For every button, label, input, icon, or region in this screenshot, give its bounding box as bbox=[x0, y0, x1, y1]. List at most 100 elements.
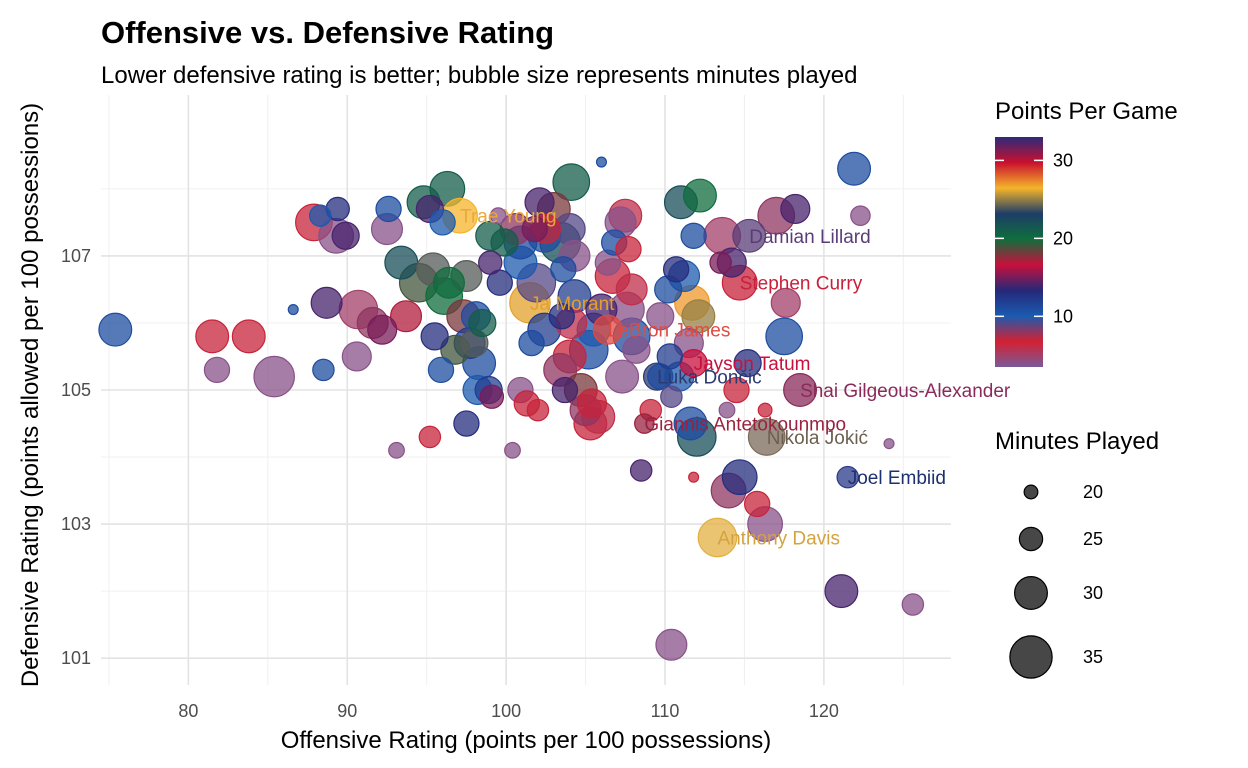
bubble bbox=[615, 273, 648, 306]
color-legend-label: 10 bbox=[1053, 306, 1073, 326]
bubble bbox=[253, 355, 295, 398]
bubble bbox=[479, 384, 505, 409]
player-label: Shai Gilgeous-Alexander bbox=[800, 381, 1011, 402]
x-tick-label: 80 bbox=[178, 701, 198, 721]
bubble bbox=[718, 401, 736, 419]
bubble bbox=[883, 438, 895, 450]
bubble bbox=[552, 163, 591, 202]
player-bubble bbox=[783, 373, 818, 407]
player-bubble bbox=[634, 413, 655, 434]
bubble bbox=[388, 441, 405, 459]
bubble bbox=[595, 156, 608, 168]
player-label: Joel Embiid bbox=[848, 468, 946, 489]
bubble bbox=[490, 228, 519, 257]
bubble bbox=[837, 151, 872, 186]
color-legend: Points Per Game 10 20 30 bbox=[995, 98, 1178, 367]
bubble bbox=[429, 209, 456, 236]
color-legend-title: Points Per Game bbox=[995, 98, 1178, 125]
bubble bbox=[550, 256, 577, 283]
bubble bbox=[489, 207, 507, 225]
bubble bbox=[312, 358, 335, 382]
bubble bbox=[427, 356, 455, 384]
bubble bbox=[824, 574, 859, 609]
bubble bbox=[231, 319, 266, 354]
bubble bbox=[308, 204, 332, 227]
player-label: Anthony Davis bbox=[717, 529, 840, 550]
bubble bbox=[548, 303, 575, 330]
chart-subtitle: Lower defensive rating is better; bubble… bbox=[101, 62, 857, 89]
bubble bbox=[576, 388, 608, 419]
color-legend-label: 20 bbox=[1053, 228, 1073, 248]
bubble bbox=[723, 376, 750, 404]
bubble bbox=[605, 359, 640, 394]
bubble bbox=[615, 236, 642, 263]
bubble bbox=[453, 410, 480, 437]
bubble bbox=[780, 193, 811, 225]
bubble bbox=[622, 335, 651, 364]
x-tick-label: 120 bbox=[809, 701, 839, 721]
bubble bbox=[478, 250, 503, 275]
y-tick-label: 107 bbox=[61, 246, 91, 266]
player-bubble bbox=[747, 418, 786, 456]
size-legend: Minutes Played 20 25 30 35 bbox=[995, 428, 1159, 679]
player-label: Luka Dončić bbox=[657, 368, 762, 389]
x-tick-label: 90 bbox=[337, 701, 357, 721]
player-label: Trae Young bbox=[460, 207, 557, 228]
player-label: Ja Morant bbox=[530, 294, 615, 315]
size-legend-label: 30 bbox=[1083, 583, 1103, 603]
bubble bbox=[98, 312, 133, 347]
bubble bbox=[688, 471, 700, 483]
bubble bbox=[203, 356, 231, 384]
bubble bbox=[418, 425, 442, 449]
size-legend-label: 25 bbox=[1083, 529, 1103, 549]
bubble bbox=[341, 341, 372, 372]
bubble bbox=[629, 459, 653, 482]
size-legend-label: 35 bbox=[1083, 647, 1103, 667]
bubble bbox=[721, 459, 758, 496]
bubble bbox=[195, 319, 230, 354]
bubble bbox=[518, 329, 545, 357]
size-legend-bubble bbox=[1009, 635, 1053, 679]
size-legend-bubble bbox=[1018, 526, 1044, 552]
y-tick-label: 105 bbox=[61, 380, 91, 400]
bubble bbox=[850, 205, 871, 226]
size-legend-label: 20 bbox=[1083, 482, 1103, 502]
x-axis-title: Offensive Rating (points per 100 possess… bbox=[281, 727, 772, 754]
bubble bbox=[420, 322, 449, 351]
x-tick-label: 100 bbox=[491, 701, 521, 721]
bubble bbox=[680, 222, 707, 249]
bubble bbox=[375, 195, 402, 223]
x-tick-label: 110 bbox=[651, 701, 680, 721]
bubble bbox=[432, 266, 465, 299]
bubble bbox=[521, 215, 548, 243]
player-label: Jayson Tatum bbox=[694, 354, 811, 375]
y-axis-title: Defensive Rating (points allowed per 100… bbox=[17, 103, 44, 687]
bubble bbox=[287, 303, 299, 316]
bubble bbox=[662, 256, 690, 283]
bubble bbox=[384, 245, 419, 280]
bubble bbox=[733, 349, 762, 378]
size-legend-bubble bbox=[1014, 576, 1048, 610]
size-legend-bubble bbox=[1023, 484, 1039, 500]
tick-layer: 80 90 100 110 120 101 103 105 107 bbox=[61, 246, 839, 721]
annotation-layer: Trae Young Damian Lillard Stephen Curry Ja … bbox=[460, 207, 1011, 550]
player-bubble bbox=[836, 465, 859, 489]
y-tick-label: 101 bbox=[61, 648, 91, 668]
color-legend-label: 30 bbox=[1053, 150, 1073, 170]
bubble bbox=[770, 287, 801, 318]
bubble bbox=[709, 251, 732, 274]
bubble bbox=[743, 490, 771, 518]
bubble-layer bbox=[98, 151, 925, 661]
bubble bbox=[331, 221, 360, 250]
player-label: Nikola Jokić bbox=[767, 428, 868, 449]
bubble bbox=[646, 302, 675, 331]
bubble bbox=[551, 376, 579, 404]
chart-title: Offensive vs. Defensive Rating bbox=[101, 15, 554, 50]
y-tick-label: 103 bbox=[61, 514, 91, 534]
bubble bbox=[656, 343, 683, 370]
bubble bbox=[468, 308, 497, 338]
player-bubble bbox=[732, 218, 767, 253]
color-legend-bar bbox=[995, 137, 1043, 367]
